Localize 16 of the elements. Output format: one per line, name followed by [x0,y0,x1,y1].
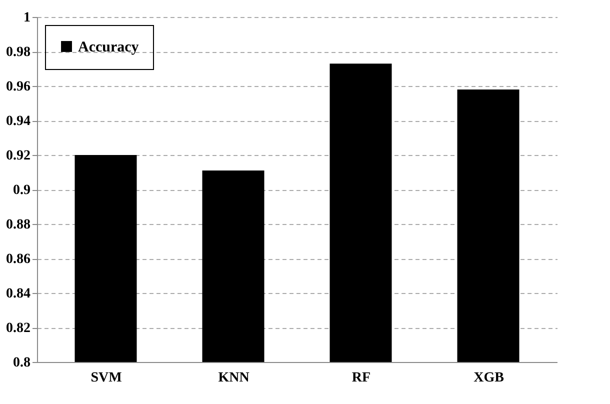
x-tick-label: XGB [474,370,504,386]
y-tick-label: 0.96 [6,80,30,94]
x-tick-label: KNN [218,370,250,386]
y-tick-label: 0.86 [6,252,30,267]
y-tick-label: 0.88 [6,218,30,232]
y-tick-label: 1 [24,10,30,26]
y-tick-label: 0.94 [6,114,30,129]
x-tick-label: RF [352,370,371,386]
y-tick-label: 0.92 [6,148,30,164]
y-tick-label: 0.84 [6,286,30,302]
y-tick-label: 0.9 [13,183,30,198]
x-tick-label: SVM [90,370,122,386]
legend-label: Accuracy [78,40,140,56]
y-tick-label: 0.8 [13,356,30,370]
y-tick-label: 0.98 [6,45,30,60]
y-tick-label: 0.82 [6,321,30,336]
